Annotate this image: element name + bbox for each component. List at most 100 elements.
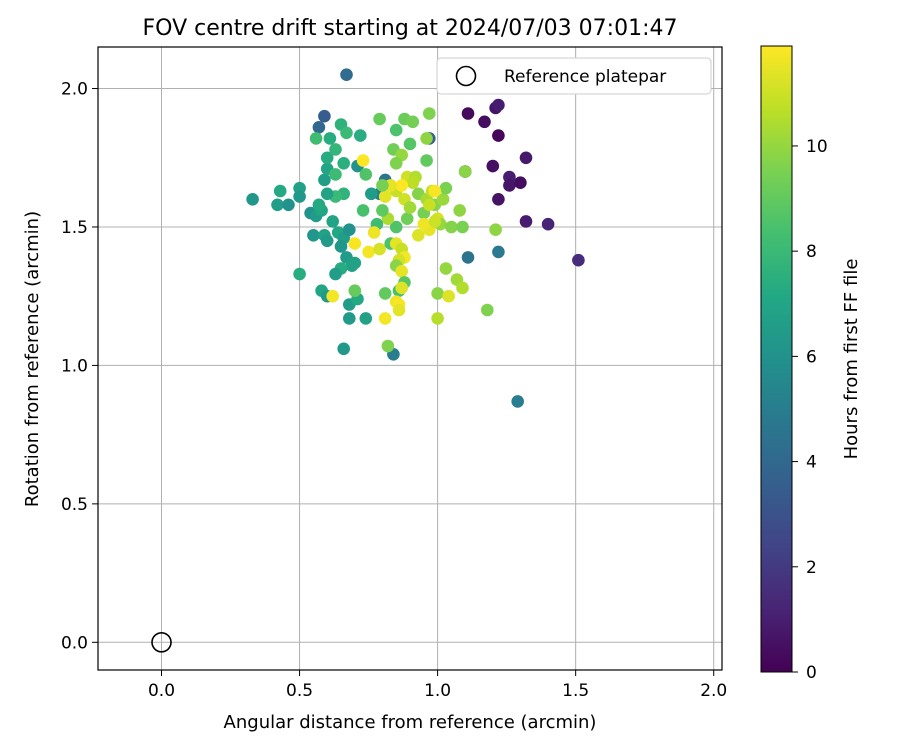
colorbar: 0 2 4 6 8 10 Hours from first FF file <box>760 45 862 683</box>
colorbar-label: Hours from first FF file <box>841 259 862 460</box>
data-point <box>318 173 331 187</box>
data-point <box>492 193 505 206</box>
data-point <box>400 212 414 225</box>
data-point <box>307 229 320 242</box>
plot-area: 0.0 0.5 1.0 1.5 2.0 0.0 0.5 1.0 1.5 2.0 <box>61 46 727 701</box>
data-point <box>389 157 403 170</box>
data-point <box>337 157 351 170</box>
data-point <box>519 215 533 228</box>
colorbar-tick-label: 10 <box>806 137 828 157</box>
data-point <box>376 204 389 217</box>
data-point <box>406 115 420 129</box>
data-point <box>354 129 367 142</box>
data-point <box>492 98 505 112</box>
data-point <box>439 262 453 275</box>
data-point <box>439 181 453 195</box>
data-point <box>320 234 334 248</box>
data-point <box>442 289 456 303</box>
data-point <box>456 220 469 234</box>
data-point <box>340 68 353 81</box>
data-point <box>323 132 337 145</box>
colorbar-tick-label: 0 <box>806 663 817 683</box>
legend-box <box>436 57 712 95</box>
data-point <box>492 129 505 142</box>
data-point <box>478 115 491 129</box>
data-point <box>461 251 475 264</box>
data-point <box>334 240 348 253</box>
data-point <box>373 112 386 126</box>
y-axis-ticks: 0.0 0.5 1.0 1.5 2.0 <box>61 80 98 653</box>
data-point <box>572 253 585 267</box>
data-point <box>345 259 359 273</box>
x-tick-label: 1.5 <box>562 681 589 701</box>
data-point <box>362 245 375 259</box>
x-axis-label: Angular distance from reference (arcmin) <box>224 712 597 733</box>
colorbar-tick-label: 4 <box>806 453 817 473</box>
data-point <box>395 281 409 295</box>
data-point <box>511 395 524 408</box>
data-points <box>246 68 585 408</box>
x-tick-label: 0.0 <box>148 681 175 701</box>
data-point <box>293 190 306 203</box>
x-tick-label: 0.5 <box>286 681 313 701</box>
data-point <box>423 198 436 212</box>
data-point <box>329 143 342 156</box>
colorbar-tick-label: 2 <box>806 558 817 578</box>
x-tick-label: 2.0 <box>700 681 727 701</box>
colorbar-gradient <box>760 45 793 673</box>
data-point <box>309 132 323 145</box>
data-point <box>373 242 386 256</box>
data-point <box>458 165 472 178</box>
data-point <box>492 245 505 259</box>
data-point <box>367 226 381 239</box>
data-point <box>348 284 362 298</box>
colorbar-ticks: 0 2 4 6 8 10 <box>792 137 828 683</box>
data-point <box>420 132 433 145</box>
plot-background <box>98 47 722 670</box>
data-point <box>329 267 342 281</box>
data-point <box>389 220 403 234</box>
data-point <box>343 312 356 325</box>
data-point <box>453 204 467 217</box>
data-point <box>376 179 389 192</box>
data-point <box>417 217 431 231</box>
data-point <box>503 179 516 192</box>
data-point <box>318 109 331 123</box>
data-point <box>378 190 392 203</box>
data-point <box>343 223 356 236</box>
data-point <box>378 287 392 300</box>
data-point <box>293 267 306 281</box>
data-point <box>329 168 342 181</box>
legend-marker-icon <box>455 65 477 87</box>
legend-label: Reference platepar <box>504 67 666 87</box>
reference-platepar-marker <box>151 632 172 653</box>
data-point <box>412 229 425 242</box>
data-point <box>340 126 353 140</box>
legend: Reference platepar <box>436 57 712 95</box>
data-point <box>428 184 442 198</box>
data-point <box>271 198 284 212</box>
data-point <box>489 223 502 236</box>
y-tick-label: 1.0 <box>61 356 88 376</box>
data-point <box>359 168 373 181</box>
data-point <box>481 303 494 317</box>
data-point <box>392 303 406 317</box>
y-tick-label: 1.5 <box>61 218 88 238</box>
data-point <box>445 220 458 234</box>
data-point <box>519 151 533 165</box>
colorbar-tick-label: 6 <box>806 347 817 367</box>
x-tick-label: 1.0 <box>424 681 451 701</box>
data-point <box>320 187 334 201</box>
data-point <box>348 237 362 250</box>
data-point <box>381 339 395 353</box>
data-point <box>431 312 444 325</box>
data-point <box>246 193 259 206</box>
data-point <box>312 121 326 134</box>
data-point <box>541 217 555 231</box>
data-point <box>365 187 378 201</box>
y-tick-label: 0.5 <box>61 495 88 515</box>
data-point <box>312 198 326 212</box>
data-point <box>420 154 433 167</box>
data-point <box>403 137 417 151</box>
